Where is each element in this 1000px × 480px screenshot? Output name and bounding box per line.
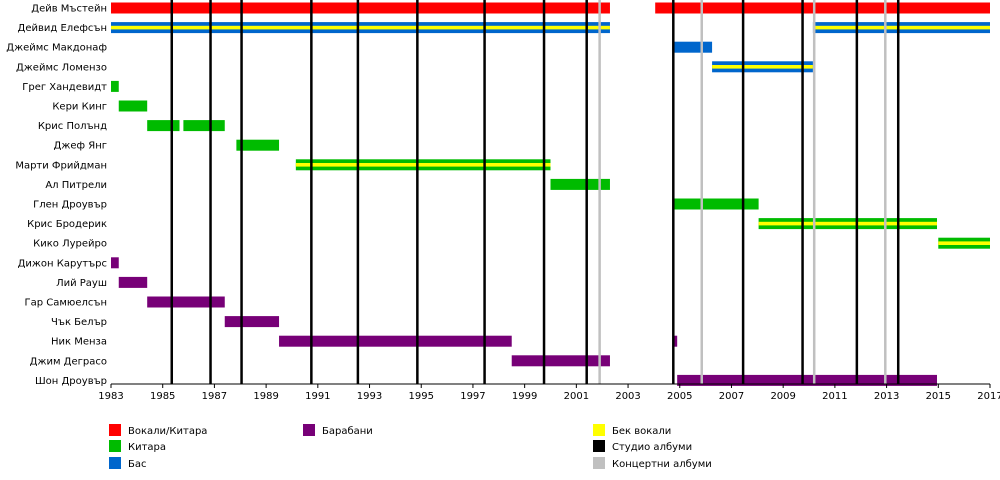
legend-label-live: Концертни албуми	[612, 459, 712, 470]
legend-label-guitar: Китара	[128, 442, 166, 453]
x-tick-label: 1997	[460, 391, 485, 402]
member-label: Ник Менза	[51, 337, 107, 348]
member-label: Кико Лурейро	[33, 239, 107, 250]
member-bars	[111, 2, 990, 386]
legend-swatch-live	[593, 457, 605, 469]
legend: Вокали/Китара Китара Бас Барабани Бек вокали…	[109, 424, 712, 470]
member-label: Гар Самюелсън	[25, 298, 107, 309]
legend-swatch-drums	[303, 424, 315, 436]
member-label: Ал Питрели	[45, 180, 107, 191]
member-label: Джеймс Ломензо	[16, 62, 107, 73]
backing-vocals-stripe	[938, 241, 990, 245]
legend-label-bass: Бас	[128, 459, 147, 470]
x-tick-label: 1999	[512, 391, 537, 402]
member-bar	[183, 120, 225, 132]
x-tick-label: 2005	[667, 391, 692, 402]
backing-vocals-stripe	[712, 65, 813, 69]
legend-swatch-bass	[109, 457, 121, 469]
member-bar	[511, 355, 610, 367]
x-tick-label: 1985	[150, 391, 175, 402]
album-lines	[170, 0, 900, 384]
member-label: Джеймс Макдонаф	[6, 43, 107, 54]
x-tick-label: 1993	[357, 391, 382, 402]
member-bar	[147, 296, 225, 308]
member-label: Дейв Мъстейн	[31, 4, 107, 15]
member-label: Кери Кинг	[52, 102, 107, 113]
legend-swatch-backing	[593, 424, 605, 436]
backing-vocals-stripe	[111, 25, 610, 30]
member-bar	[118, 100, 148, 112]
member-bar	[147, 120, 180, 132]
member-label: Глен Дроувър	[33, 200, 107, 211]
legend-swatch-vocals-guitar	[109, 424, 121, 436]
x-tick-label: 2009	[770, 391, 795, 402]
legend-swatch-studio	[593, 440, 605, 452]
member-label: Джеф Янг	[54, 141, 107, 152]
member-label: Дижон Карутърс	[18, 258, 107, 269]
backing-vocals-stripe	[295, 163, 551, 167]
x-tick-label: 2007	[719, 391, 744, 402]
member-bar	[677, 374, 938, 386]
member-bar	[224, 316, 280, 328]
member-bar	[673, 41, 713, 53]
x-tick-label: 2015	[926, 391, 951, 402]
member-bar	[655, 2, 990, 14]
legend-label-studio: Студио албуми	[612, 442, 692, 453]
x-tick-label: 1987	[202, 391, 227, 402]
legend-label-backing: Бек вокали	[612, 426, 671, 437]
x-axis: 1983 1985 1987 1989 1991 1993 1995 1997 1999 2001…	[98, 383, 1000, 402]
member-label: Крис Полънд	[38, 121, 107, 132]
x-tick-label: 1983	[98, 391, 123, 402]
legend-swatch-guitar	[109, 440, 121, 452]
x-tick-label: 1989	[253, 391, 278, 402]
member-label: Грег Хандевидт	[22, 82, 107, 93]
member-label: Дейвид Елефсън	[18, 23, 107, 34]
x-tick-label: 1995	[409, 391, 434, 402]
member-label: Джим Деграсо	[30, 356, 107, 367]
member-label: Марти Фрийдман	[15, 160, 107, 171]
member-labels: Дейв Мъстейн Дейвид Елефсън Джеймс Макдона…	[6, 4, 107, 387]
member-bar	[111, 257, 119, 269]
x-tick-label: 1991	[305, 391, 330, 402]
x-tick-label: 2011	[822, 391, 847, 402]
member-bar	[279, 335, 512, 347]
legend-label-drums: Барабани	[322, 426, 373, 437]
member-bar	[550, 178, 610, 190]
member-label: Крис Бродерик	[27, 219, 107, 230]
legend-label-vocals-guitar: Вокали/Китара	[128, 426, 207, 437]
member-label: Чък Белър	[51, 317, 107, 328]
x-tick-label: 2001	[564, 391, 589, 402]
member-bar	[236, 139, 280, 151]
x-tick-label: 2003	[615, 391, 640, 402]
member-label: Шон Дроувър	[35, 376, 107, 387]
x-tick-label: 2017	[977, 391, 1000, 402]
x-tick-label: 2013	[874, 391, 899, 402]
backing-vocals-stripe	[758, 221, 938, 226]
member-bar	[111, 2, 610, 14]
member-bar	[673, 198, 759, 210]
member-bar	[118, 276, 148, 288]
member-bar	[673, 335, 678, 347]
backing-vocals-stripe	[812, 25, 990, 30]
member-label: Лий Рауш	[56, 278, 107, 289]
member-bar	[111, 80, 119, 92]
